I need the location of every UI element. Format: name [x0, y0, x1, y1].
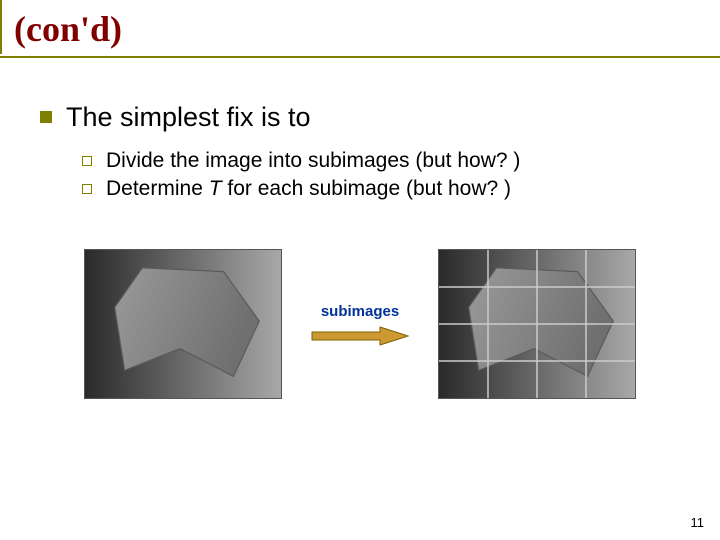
sub-item-text: Divide the image into subimages (but how… [106, 149, 520, 173]
sub-item-text-italic: T [209, 177, 222, 200]
figure-original-svg [85, 250, 281, 398]
heading-text: The simplest fix is to [66, 102, 311, 133]
figure-subimages [438, 249, 636, 399]
hollow-square-bullet-icon [82, 184, 92, 194]
sub-item-text-pre: Determine [106, 177, 209, 200]
page-number: 11 [691, 515, 705, 530]
figure-original [84, 249, 282, 399]
sub-item-text: Determine T for each subimage (but how? … [106, 177, 511, 201]
list-item: Determine T for each subimage (but how? … [82, 177, 680, 201]
hollow-square-bullet-icon [82, 156, 92, 166]
figure-row: subimages [40, 249, 680, 399]
slide-title: (con'd) [14, 8, 720, 50]
list-item: The simplest fix is to [40, 102, 680, 133]
square-bullet-icon [40, 111, 52, 123]
arrow-icon [310, 326, 410, 346]
sub-item-text-post: for each subimage (but how? ) [222, 177, 512, 200]
slide-content: The simplest fix is to Divide the image … [0, 58, 720, 399]
title-left-edge [0, 0, 2, 54]
figure-subimages-svg [439, 250, 635, 398]
title-bar: (con'd) [0, 0, 720, 58]
list-item: Divide the image into subimages (but how… [82, 149, 680, 173]
figure-mid: subimages [300, 303, 420, 346]
sublist: Divide the image into subimages (but how… [40, 149, 680, 201]
subimages-label: subimages [321, 303, 399, 320]
